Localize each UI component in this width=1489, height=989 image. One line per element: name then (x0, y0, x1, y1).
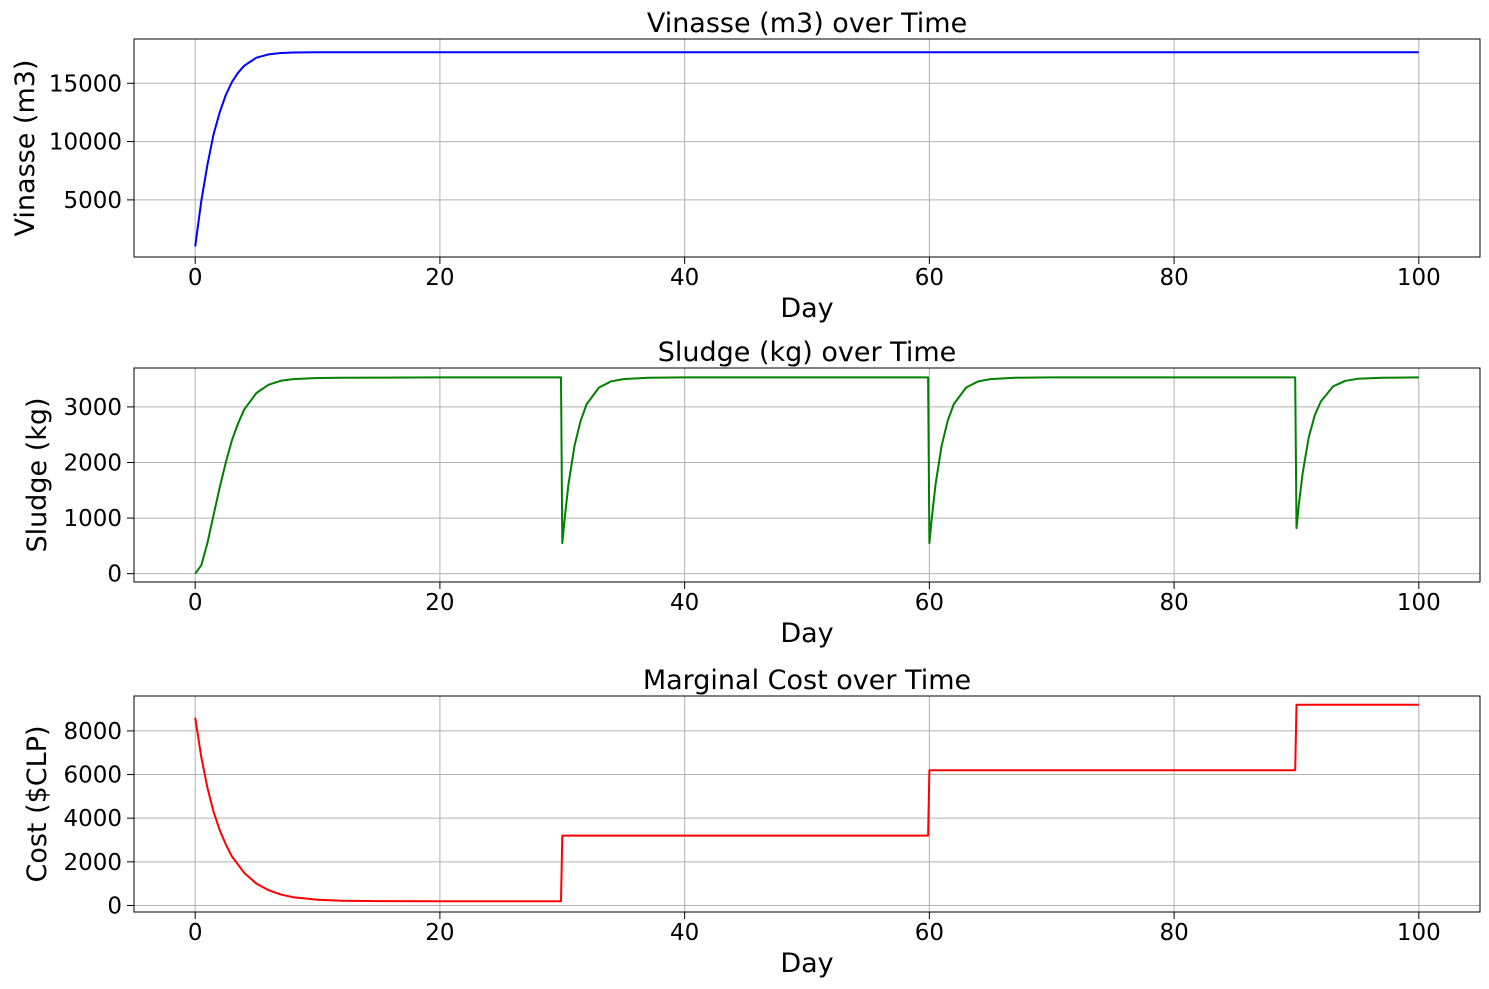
y-axis-label: Sludge (kg) (22, 397, 53, 552)
plot-frame (133, 367, 1481, 583)
x-ticks: 0 20 40 60 80 100 (188, 912, 1441, 946)
y-tick-label: 3000 (63, 395, 122, 421)
x-tick-label: 100 (1397, 920, 1441, 946)
x-tick-label: 40 (670, 265, 699, 291)
x-ticks: 0 20 40 60 80 100 (188, 257, 1441, 291)
series-line (194, 51, 1419, 247)
x-axis-label: Day (780, 948, 833, 979)
subplot-vinasse: 0 20 40 60 80 100 5000 10000 15000 Vinasse (m3)… (10, 8, 1481, 324)
x-ticks: 0 20 40 60 80 100 (188, 582, 1441, 616)
x-tick-label: 80 (1159, 590, 1188, 616)
x-tick-label: 20 (425, 265, 454, 291)
y-axis-label: Cost ($CLP) (22, 725, 53, 882)
x-tick-label: 20 (425, 590, 454, 616)
y-axis-label: Vinasse (m3) (10, 60, 41, 237)
x-tick-label: 0 (188, 590, 203, 616)
x-tick-label: 100 (1397, 265, 1441, 291)
series-lines (194, 51, 1419, 247)
series-line (194, 376, 1419, 575)
x-tick-label: 80 (1159, 265, 1188, 291)
x-tick-label: 60 (915, 920, 944, 946)
y-tick-label: 2000 (63, 450, 122, 476)
x-tick-label: 0 (188, 265, 203, 291)
y-tick-label: 2000 (63, 850, 122, 876)
plot-frame (133, 38, 1481, 258)
y-ticks: 0 2000 4000 6000 8000 (63, 719, 134, 919)
y-ticks: 0 1000 2000 3000 (63, 395, 134, 588)
series-line (194, 703, 1419, 903)
x-axis-label: Day (780, 293, 833, 324)
y-tick-label: 4000 (63, 806, 122, 832)
subplot-sludge: 0 20 40 60 80 100 0 1000 2000 3000 Sludge (kg) o… (22, 337, 1481, 649)
x-tick-label: 40 (670, 590, 699, 616)
y-tick-label: 10000 (49, 130, 122, 156)
series-lines (194, 376, 1419, 575)
x-tick-label: 0 (188, 920, 203, 946)
y-ticks: 5000 10000 15000 (49, 71, 134, 214)
x-tick-label: 60 (915, 590, 944, 616)
chart-title: Sludge (kg) over Time (658, 337, 957, 368)
plot-frame (133, 695, 1481, 913)
y-tick-label: 8000 (63, 719, 122, 745)
chart-title: Marginal Cost over Time (643, 665, 971, 696)
y-tick-label: 0 (107, 893, 122, 919)
y-tick-label: 0 (107, 562, 122, 588)
x-tick-label: 100 (1397, 590, 1441, 616)
series-lines (194, 703, 1419, 903)
chart-title: Vinasse (m3) over Time (647, 8, 967, 39)
grid-lines (134, 39, 1480, 257)
y-tick-label: 15000 (49, 71, 122, 97)
x-axis-label: Day (780, 618, 833, 649)
grid-lines (134, 696, 1480, 912)
y-tick-label: 5000 (63, 188, 122, 214)
x-tick-label: 20 (425, 920, 454, 946)
subplot-marginal-cost: 0 20 40 60 80 100 0 2000 4000 6000 8000 Marginal … (22, 665, 1481, 979)
x-tick-label: 80 (1159, 920, 1188, 946)
x-tick-label: 40 (670, 920, 699, 946)
x-tick-label: 60 (915, 265, 944, 291)
y-tick-label: 6000 (63, 763, 122, 789)
y-tick-label: 1000 (63, 506, 122, 532)
grid-lines (134, 368, 1480, 582)
